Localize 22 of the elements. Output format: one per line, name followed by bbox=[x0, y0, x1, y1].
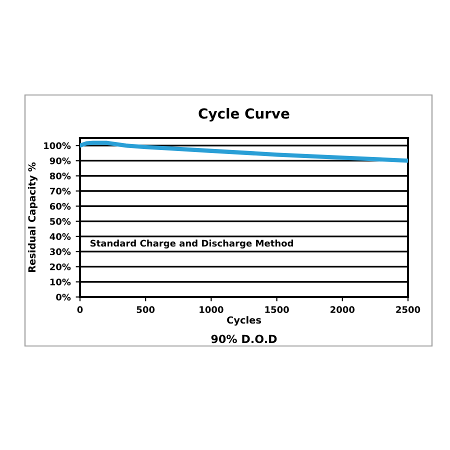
y-tick-label: 20% bbox=[50, 263, 71, 270]
y-tick-label: 0% bbox=[56, 294, 71, 301]
x-tick-label: 0 bbox=[77, 306, 83, 314]
y-tick-label: 50% bbox=[50, 218, 71, 225]
x-axis-title: Cycles bbox=[227, 316, 262, 326]
x-tick-label: 1500 bbox=[265, 306, 289, 314]
x-tick-label: 500 bbox=[136, 306, 155, 314]
annotation: Standard Charge and Discharge Method bbox=[90, 240, 294, 248]
y-axis-title: Residual Capacity % bbox=[28, 162, 38, 272]
x-tick-label: 2000 bbox=[330, 306, 355, 314]
y-tick-label: 30% bbox=[50, 248, 71, 256]
x-tick-label: 1000 bbox=[200, 306, 224, 314]
y-tick-label: 100% bbox=[44, 142, 71, 150]
y-tick-label: 70% bbox=[50, 188, 71, 195]
y-tick-label: 90% bbox=[50, 157, 71, 164]
x-tick-label: 2500 bbox=[396, 306, 420, 314]
y-tick-label: 10% bbox=[50, 278, 71, 286]
text: 90% D.O.D bbox=[211, 334, 277, 344]
y-tick-label: 60% bbox=[50, 202, 71, 210]
y-tick-label: 80% bbox=[50, 172, 71, 180]
y-tick-label: 40% bbox=[50, 233, 71, 240]
chart-title: Cycle Curve bbox=[198, 108, 290, 122]
